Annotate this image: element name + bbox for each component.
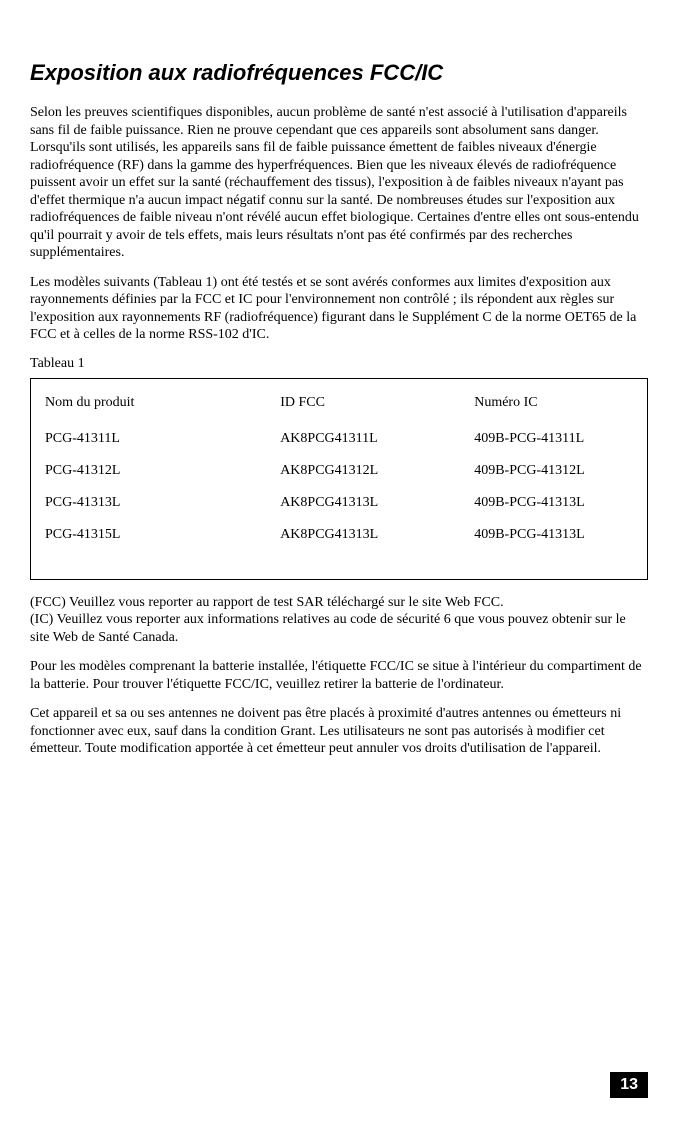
paragraph-antenna: Cet appareil et sa ou ses antennes ne do…: [30, 705, 648, 758]
table-row: PCG-41315L AK8PCG41313L 409B-PCG-41313L: [45, 519, 633, 551]
cell-product: PCG-41313L: [45, 487, 280, 519]
table-caption: Tableau 1: [30, 356, 648, 372]
table-row: PCG-41312L AK8PCG41312L 409B-PCG-41312L: [45, 455, 633, 487]
paragraph-intro: Selon les preuves scientifiques disponib…: [30, 104, 648, 262]
paragraph-compliance: Les modèles suivants (Tableau 1) ont été…: [30, 274, 648, 344]
compliance-table: Nom du produit ID FCC Numéro IC PCG-4131…: [45, 391, 633, 551]
table-header-fcc: ID FCC: [280, 391, 474, 423]
cell-product: PCG-41312L: [45, 455, 280, 487]
cell-ic: 409B-PCG-41313L: [474, 487, 633, 519]
cell-product: PCG-41315L: [45, 519, 280, 551]
table-header-product: Nom du produit: [45, 391, 280, 423]
cell-ic: 409B-PCG-41311L: [474, 423, 633, 455]
ic-reference: (IC) Veuillez vous reporter aux informat…: [30, 612, 626, 645]
cell-fcc: AK8PCG41311L: [280, 423, 474, 455]
cell-fcc: AK8PCG41313L: [280, 487, 474, 519]
paragraph-battery: Pour les modèles comprenant la batterie …: [30, 658, 648, 693]
table-row: PCG-41311L AK8PCG41311L 409B-PCG-41311L: [45, 423, 633, 455]
table-header-row: Nom du produit ID FCC Numéro IC: [45, 391, 633, 423]
cell-product: PCG-41311L: [45, 423, 280, 455]
cell-ic: 409B-PCG-41312L: [474, 455, 633, 487]
cell-fcc: AK8PCG41312L: [280, 455, 474, 487]
paragraph-references: (FCC) Veuillez vous reporter au rapport …: [30, 594, 648, 647]
page-number: 13: [610, 1072, 648, 1098]
cell-ic: 409B-PCG-41313L: [474, 519, 633, 551]
table-wrapper: Nom du produit ID FCC Numéro IC PCG-4131…: [30, 378, 648, 580]
table-header-ic: Numéro IC: [474, 391, 633, 423]
cell-fcc: AK8PCG41313L: [280, 519, 474, 551]
fcc-reference: (FCC) Veuillez vous reporter au rapport …: [30, 595, 504, 610]
table-row: PCG-41313L AK8PCG41313L 409B-PCG-41313L: [45, 487, 633, 519]
page-title: Exposition aux radiofréquences FCC/IC: [30, 60, 648, 86]
